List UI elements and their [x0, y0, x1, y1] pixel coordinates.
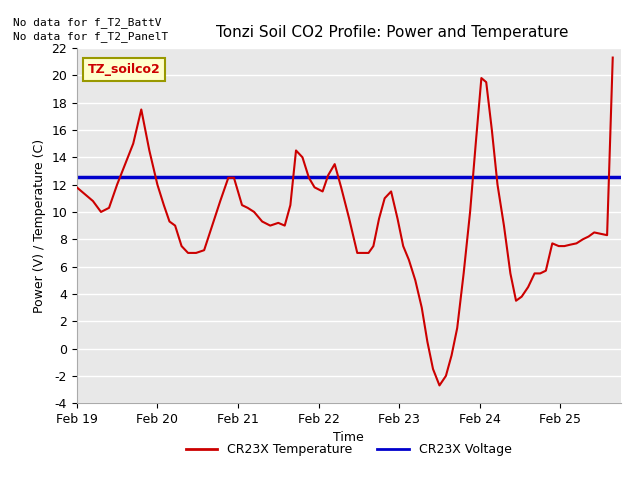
Legend: CR23X Temperature, CR23X Voltage: CR23X Temperature, CR23X Voltage [181, 438, 516, 461]
X-axis label: Time: Time [333, 432, 364, 444]
Text: No data for f_T2_BattV: No data for f_T2_BattV [13, 17, 161, 28]
Y-axis label: Power (V) / Temperature (C): Power (V) / Temperature (C) [33, 139, 45, 312]
Title: Tonzi Soil CO2 Profile: Power and Temperature: Tonzi Soil CO2 Profile: Power and Temper… [216, 25, 568, 40]
Text: No data for f_T2_PanelT: No data for f_T2_PanelT [13, 31, 168, 42]
Text: TZ_soilco2: TZ_soilco2 [88, 63, 161, 76]
